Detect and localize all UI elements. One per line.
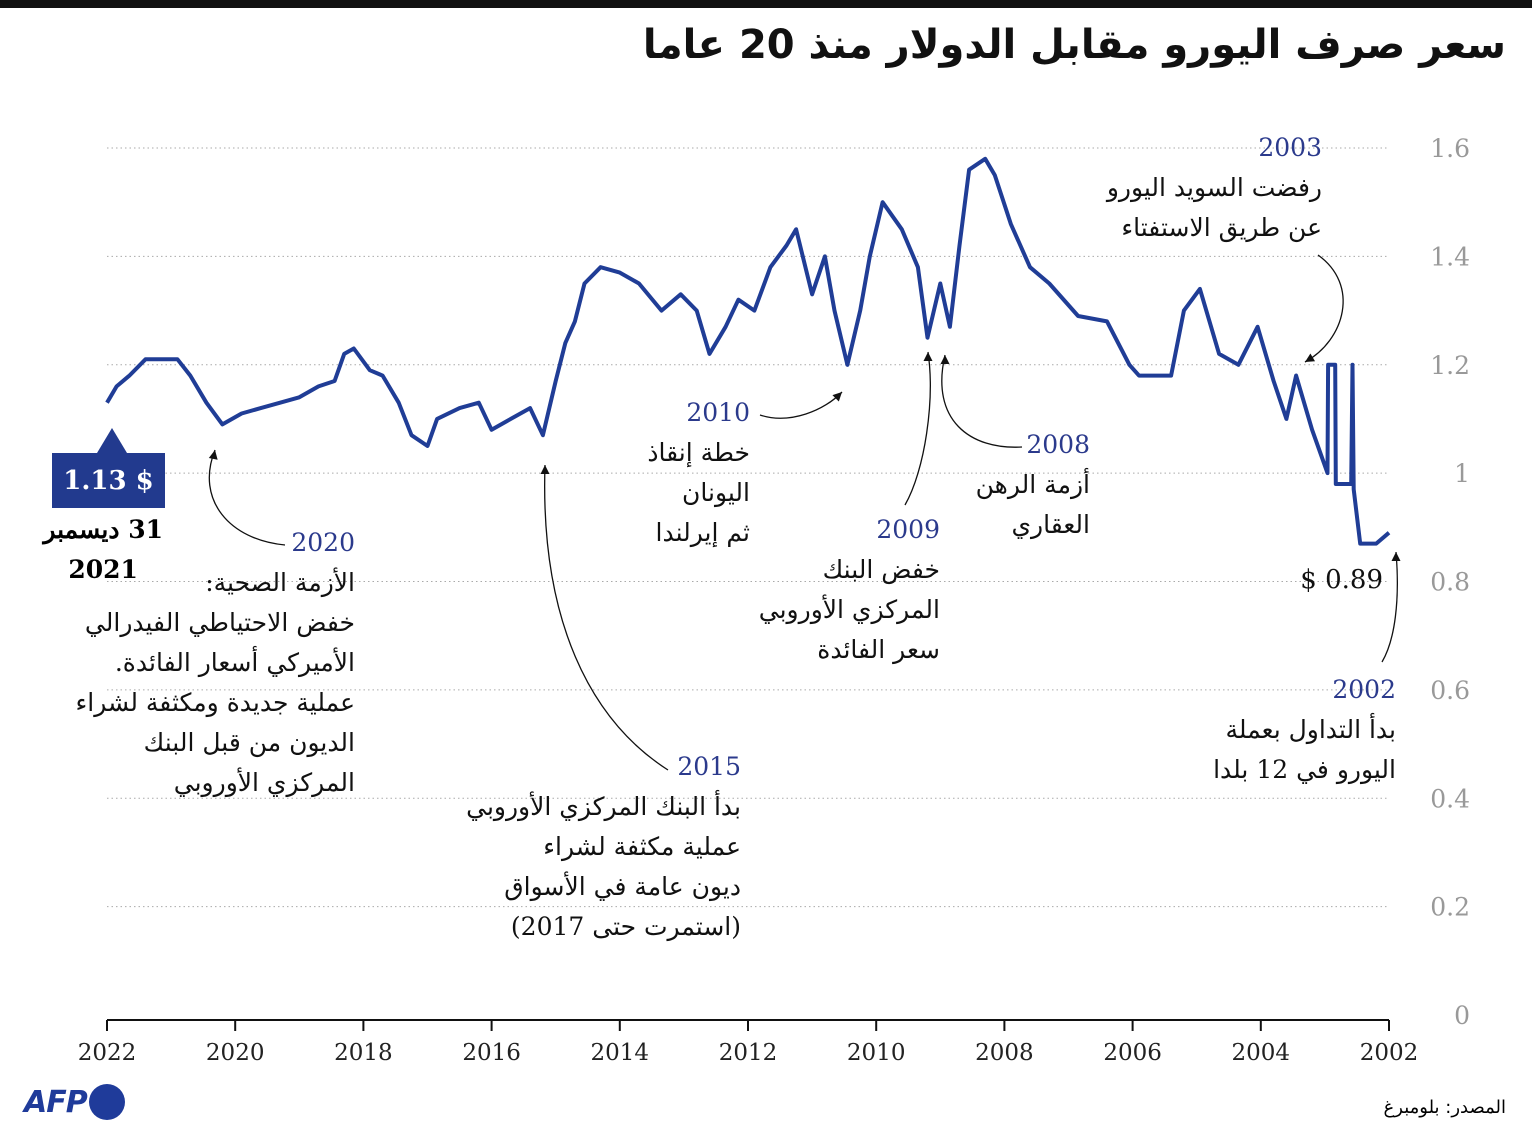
annotation-2002: 2002 بدأ التداول بعملة اليورو في 12 بلدا [1213,670,1396,790]
arrow-2002 [1381,551,1398,663]
annotation-year: 2009 [876,515,940,544]
annotation-line: رفضت السويد اليورو [1106,173,1322,202]
annotation-line: خطة إنقاذ [647,438,750,467]
annotation-line: الأميركي أسعار الفائدة. [114,648,355,677]
arrowhead [940,355,950,364]
annotation-line: (استمرت حتى 2017) [510,912,741,941]
series-line-eurusd [105,156,1391,546]
latest-date-line: 2021 [68,555,138,584]
annotation-2010: 2010 خطة إنقاذ اليونان ثم إيرلندا [647,393,750,553]
annotation-line: اليورو في 12 بلدا [1213,755,1396,784]
latest-date-line: 31 ديسمبر [43,515,163,544]
annotation-year: 2015 [677,752,741,781]
x-tick-label: 2020 [206,1040,265,1066]
annotation-line: خفض الاحتياطي الفيدرالي [84,608,355,637]
arrow-2020 [208,449,286,546]
x-tick-label: 2006 [1103,1040,1162,1066]
annotation-line: عن طريق الاستفتاء [1121,213,1322,242]
source-note: المصدر: بلومبرغ [1383,1097,1506,1118]
annotation-year: 2003 [1258,133,1322,162]
arrow-2015 [544,464,669,771]
annotation-2003: 2003 رفضت السويد اليورو عن طريق الاستفتاء [1107,128,1322,248]
arrowhead [923,352,933,361]
first-value-label: 0.89 $ [1300,565,1383,595]
annotation-2008: 2008 أزمة الرهن العقاري [976,425,1090,545]
x-tick-label: 2022 [78,1040,137,1066]
arrow-2008 [941,354,1023,448]
x-tick-label: 2010 [847,1040,906,1066]
arrowhead [1391,552,1401,561]
annotation-line: الديون من قبل البنك [143,728,355,757]
annotation-line: سعر الفائدة [817,635,940,664]
x-tick-label: 2004 [1232,1040,1291,1066]
annotation-line: أزمة الرهن [975,470,1090,499]
arrowhead [208,450,218,460]
annotation-line: العقاري [1011,510,1090,539]
annotation-2015: 2015 بدأ البنك المركزي الأوروبي عملية مكثف… [466,747,741,947]
annotation-line: بدأ التداول بعملة [1225,715,1396,744]
x-tick-label: 2014 [591,1040,650,1066]
afp-logo-text: AFP [24,1084,88,1120]
arrowhead [1305,353,1316,362]
annotation-line: ثم إيرلندا [655,518,750,547]
annotation-year: 2002 [1332,675,1396,704]
arrow-2009 [904,351,931,506]
y-tick-label: 0.4 [1430,784,1470,813]
annotation-line: ديون عامة في الأسواق [504,872,741,901]
latest-pointer [97,428,127,453]
annotation-line: المركزي الأوروبي [173,768,355,797]
annotation-year: 2010 [686,398,750,427]
y-tick-label: 1 [1454,459,1470,488]
annotation-year: 2008 [1026,430,1090,459]
y-tick-label: 0 [1454,1001,1470,1030]
annotation-2009: 2009 خفض البنك المركزي الأوروبي سعر الفائدة [759,510,940,670]
annotation-line: الأزمة الصحية: [205,568,355,597]
arrowhead [540,465,550,474]
afp-logo: AFP [24,1084,125,1120]
y-tick-label: 1.4 [1430,242,1470,271]
annotation-line: اليونان [682,478,750,507]
x-tick-label: 2012 [719,1040,778,1066]
y-tick-label: 1.6 [1430,134,1470,163]
arrow-2010 [759,391,843,419]
afp-logo-dot [88,1084,125,1120]
x-tick-label: 2016 [462,1040,521,1066]
annotation-line: عملية مكثفة لشراء [543,832,741,861]
x-tick-label: 2018 [334,1040,393,1066]
annotation-line: المركزي الأوروبي [758,595,940,624]
arrowhead [832,392,842,402]
arrow-2003 [1304,254,1344,363]
x-tick-label: 2002 [1360,1040,1419,1066]
x-tick-label: 2008 [975,1040,1034,1066]
y-tick-label: 0.2 [1430,893,1470,922]
annotation-line: بدأ البنك المركزي الأوروبي [466,792,741,821]
annotation-line: عملية جديدة ومكثفة لشراء [75,688,355,717]
y-tick-label: 0.6 [1430,676,1470,705]
y-tick-label: 0.8 [1430,568,1470,597]
y-tick-label: 1.2 [1430,351,1470,380]
chart-title: سعر صرف اليورو مقابل الدولار منذ 20 عاما [642,22,1506,68]
top-bar [0,0,1532,8]
latest-date: 31 ديسمبر 2021 [43,510,163,590]
latest-value-badge: 1.13 $ [52,453,165,508]
annotation-line: خفض البنك [822,555,940,584]
annotation-2020: 2020 الأزمة الصحية: خفض الاحتياطي الفيدرال… [76,523,355,803]
annotation-year: 2020 [291,528,355,557]
